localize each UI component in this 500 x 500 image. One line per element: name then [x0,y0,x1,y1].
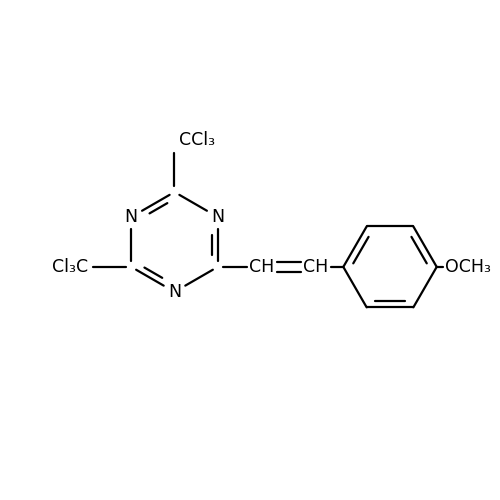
Text: N: N [168,283,181,301]
Text: CCl₃: CCl₃ [180,130,216,148]
Text: N: N [124,208,138,226]
Text: CH: CH [304,258,328,276]
Text: CH: CH [250,258,274,276]
Text: N: N [211,208,224,226]
Text: Cl₃C: Cl₃C [52,258,88,276]
Text: OCH₃: OCH₃ [445,258,491,276]
